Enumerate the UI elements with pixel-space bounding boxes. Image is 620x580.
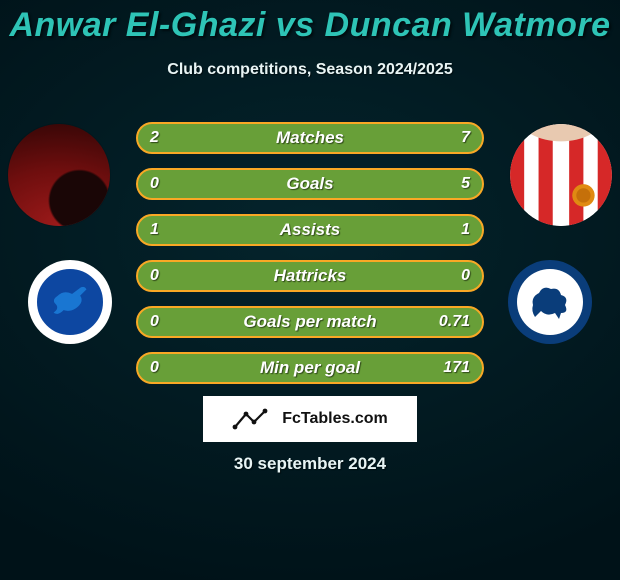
stat-value-p1: 0 bbox=[150, 267, 159, 285]
fctables-logo-icon bbox=[232, 408, 278, 430]
fctables-text: FcTables.com bbox=[282, 410, 388, 428]
millwall-badge-icon bbox=[508, 260, 592, 344]
stat-value-p2: 0.71 bbox=[439, 313, 470, 331]
stat-value-p2: 7 bbox=[461, 129, 470, 147]
stat-label: Assists bbox=[138, 220, 482, 240]
comparison-card: Anwar El-Ghazi vs Duncan Watmore Club co… bbox=[0, 0, 620, 580]
stat-label: Matches bbox=[138, 128, 482, 148]
player2-name: Duncan Watmore bbox=[325, 6, 611, 44]
stat-label: Goals per match bbox=[138, 312, 482, 332]
player1-photo-placeholder bbox=[8, 124, 110, 226]
date-text: 30 september 2024 bbox=[0, 454, 620, 474]
fctables-branding: FcTables.com bbox=[203, 396, 417, 442]
stat-value-p1: 0 bbox=[150, 313, 159, 331]
page-title: Anwar El-Ghazi vs Duncan Watmore bbox=[0, 0, 620, 45]
stat-row: 1 Assists 1 bbox=[136, 214, 484, 246]
stat-value-p1: 1 bbox=[150, 221, 159, 239]
stat-row: 0 Hattricks 0 bbox=[136, 260, 484, 292]
stat-label: Goals bbox=[138, 174, 482, 194]
stat-value-p2: 5 bbox=[461, 175, 470, 193]
stat-row: 0 Goals 5 bbox=[136, 168, 484, 200]
stat-label: Min per goal bbox=[138, 358, 482, 378]
stats-table: 2 Matches 7 0 Goals 5 1 Assists 1 0 Hatt… bbox=[136, 122, 484, 398]
stat-row: 2 Matches 7 bbox=[136, 122, 484, 154]
subtitle: Club competitions, Season 2024/2025 bbox=[0, 61, 620, 79]
stat-row: 0 Min per goal 171 bbox=[136, 352, 484, 384]
player1-name: Anwar El-Ghazi bbox=[9, 6, 265, 44]
stat-value-p1: 0 bbox=[150, 175, 159, 193]
vs-text: vs bbox=[266, 6, 325, 44]
player2-photo-placeholder bbox=[510, 124, 612, 226]
cardiff-badge-icon bbox=[28, 260, 112, 344]
stat-value-p1: 2 bbox=[150, 129, 159, 147]
stat-value-p2: 171 bbox=[443, 359, 470, 377]
player1-photo bbox=[8, 124, 110, 226]
stat-label: Hattricks bbox=[138, 266, 482, 286]
player1-club-badge bbox=[28, 260, 112, 344]
player2-club-badge bbox=[508, 260, 592, 344]
stat-value-p2: 1 bbox=[461, 221, 470, 239]
stat-value-p1: 0 bbox=[150, 359, 159, 377]
stat-row: 0 Goals per match 0.71 bbox=[136, 306, 484, 338]
player2-photo bbox=[510, 124, 612, 226]
stat-value-p2: 0 bbox=[461, 267, 470, 285]
